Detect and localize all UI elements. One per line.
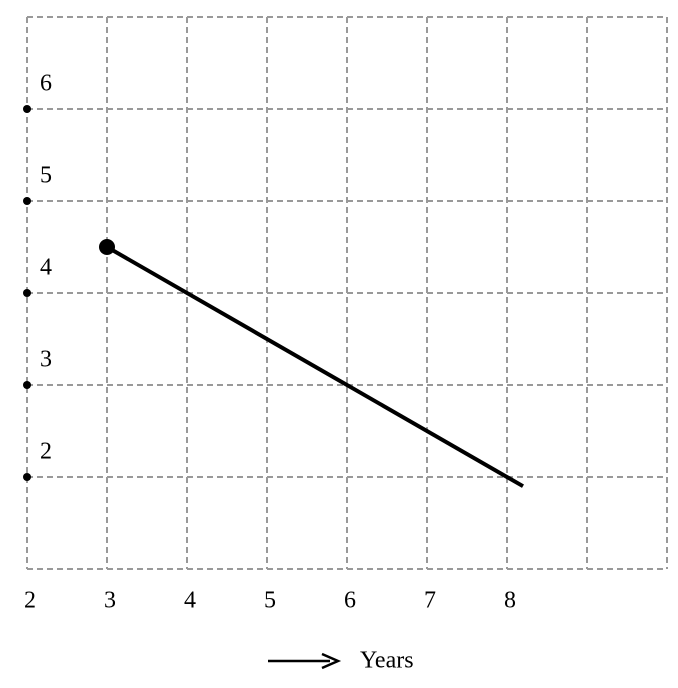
- y-tick-dot: [23, 289, 31, 297]
- y-tick-dot: [23, 473, 31, 481]
- y-tick-dot: [23, 105, 31, 113]
- y-tick-dot: [23, 197, 31, 205]
- y-tick-label: 3: [40, 347, 52, 373]
- x-tick-label: 8: [504, 588, 516, 614]
- x-tick-label: 5: [264, 588, 276, 614]
- y-tick-label: 5: [40, 163, 52, 189]
- data-line: [106, 245, 524, 488]
- y-tick-label: 6: [40, 71, 52, 97]
- x-tick-label: 3: [104, 588, 116, 614]
- start-point: [99, 239, 115, 255]
- x-tick-label: 4: [184, 588, 196, 614]
- x-tick-label: 6: [344, 588, 356, 614]
- y-tick-label: 4: [40, 255, 52, 281]
- x-tick-label: 2: [24, 588, 36, 614]
- axis-arrow-head: [321, 652, 342, 670]
- y-tick-dot: [23, 381, 31, 389]
- y-tick-label: 2: [40, 439, 52, 465]
- x-tick-label: 7: [424, 588, 436, 614]
- x-axis-label: Years: [360, 648, 414, 674]
